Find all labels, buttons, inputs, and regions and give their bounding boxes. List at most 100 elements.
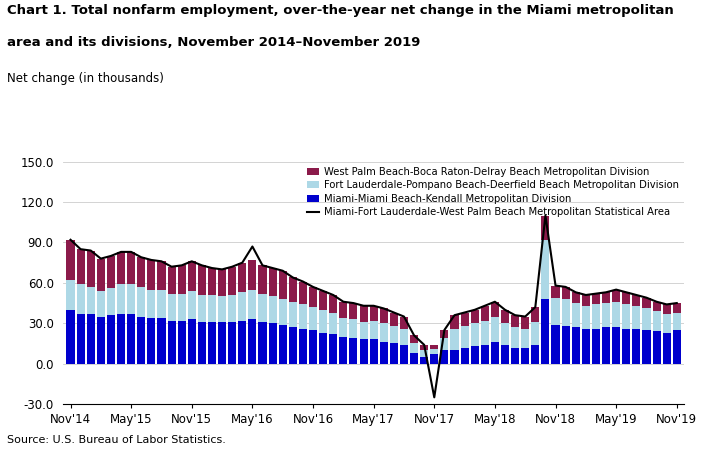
Bar: [471, 323, 479, 346]
Bar: [117, 252, 125, 284]
Bar: [238, 263, 246, 292]
Bar: [339, 302, 348, 318]
Bar: [66, 310, 75, 364]
Bar: [430, 349, 439, 354]
Bar: [390, 326, 398, 343]
Bar: [572, 327, 580, 364]
Bar: [450, 329, 458, 350]
Bar: [400, 329, 408, 345]
Bar: [380, 308, 388, 323]
Bar: [278, 271, 287, 299]
Bar: [157, 290, 166, 318]
Bar: [602, 327, 610, 364]
Bar: [188, 261, 196, 291]
Bar: [87, 314, 94, 364]
Bar: [259, 322, 266, 364]
Bar: [188, 291, 196, 319]
Bar: [521, 317, 529, 329]
Bar: [127, 314, 135, 364]
Bar: [623, 292, 630, 304]
Bar: [319, 310, 327, 333]
Bar: [612, 327, 620, 364]
Bar: [360, 339, 367, 364]
Bar: [248, 260, 257, 290]
Text: Net change (in thousands): Net change (in thousands): [7, 72, 164, 85]
Bar: [602, 303, 610, 327]
Bar: [369, 321, 378, 339]
Bar: [299, 282, 307, 304]
Bar: [178, 265, 185, 294]
Bar: [532, 307, 539, 322]
Bar: [551, 325, 560, 364]
Bar: [360, 306, 367, 322]
Bar: [390, 313, 398, 326]
Bar: [623, 304, 630, 329]
Bar: [107, 315, 115, 364]
Bar: [532, 322, 539, 345]
Bar: [532, 345, 539, 364]
Bar: [541, 240, 549, 299]
Bar: [319, 333, 327, 364]
Bar: [157, 261, 166, 290]
Bar: [642, 330, 651, 364]
Bar: [259, 265, 266, 294]
Bar: [329, 334, 337, 364]
Text: Source: U.S. Bureau of Labor Statistics.: Source: U.S. Bureau of Labor Statistics.: [7, 435, 226, 445]
Bar: [410, 343, 418, 353]
Bar: [77, 314, 85, 364]
Bar: [309, 307, 317, 330]
Bar: [278, 299, 287, 325]
Bar: [501, 323, 509, 345]
Bar: [562, 326, 570, 364]
Bar: [66, 280, 75, 310]
Bar: [582, 329, 590, 364]
Bar: [441, 338, 448, 350]
Bar: [97, 259, 105, 291]
Bar: [147, 318, 155, 364]
Text: Chart 1. Total nonfarm employment, over-the-year net change in the Miami metropo: Chart 1. Total nonfarm employment, over-…: [7, 4, 674, 18]
Bar: [673, 313, 681, 330]
Bar: [360, 322, 367, 339]
Bar: [107, 288, 115, 315]
Bar: [501, 310, 509, 323]
Bar: [592, 294, 600, 304]
Bar: [269, 323, 276, 364]
Bar: [673, 303, 681, 313]
Bar: [481, 345, 489, 364]
Bar: [339, 318, 348, 337]
Bar: [127, 284, 135, 314]
Bar: [208, 322, 216, 364]
Bar: [400, 317, 408, 329]
Bar: [582, 306, 590, 329]
Bar: [238, 292, 246, 321]
Bar: [663, 333, 670, 364]
Bar: [612, 302, 620, 327]
Bar: [66, 240, 75, 280]
Bar: [521, 329, 529, 348]
Bar: [147, 260, 155, 290]
Bar: [319, 291, 327, 310]
Bar: [228, 267, 236, 295]
Bar: [460, 313, 469, 326]
Bar: [450, 350, 458, 364]
Bar: [471, 310, 479, 323]
Bar: [501, 345, 509, 364]
Bar: [97, 291, 105, 317]
Bar: [218, 269, 226, 296]
Bar: [289, 302, 297, 327]
Bar: [127, 252, 135, 284]
Bar: [602, 292, 610, 303]
Bar: [521, 348, 529, 364]
Bar: [430, 354, 439, 364]
Bar: [390, 343, 398, 364]
Bar: [410, 353, 418, 364]
Bar: [612, 290, 620, 302]
Bar: [289, 327, 297, 364]
Bar: [117, 314, 125, 364]
Bar: [511, 348, 519, 364]
Bar: [572, 303, 580, 327]
Bar: [309, 330, 317, 364]
Bar: [228, 295, 236, 322]
Bar: [592, 329, 600, 364]
Bar: [137, 287, 145, 317]
